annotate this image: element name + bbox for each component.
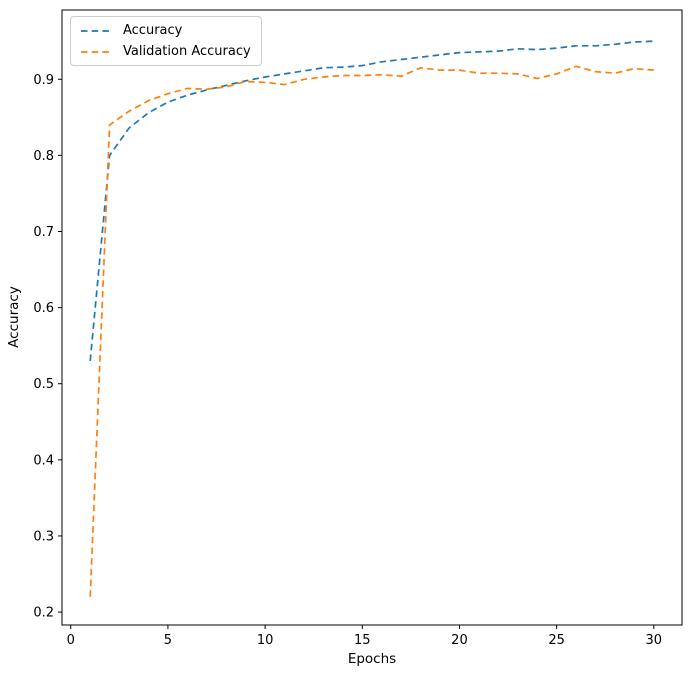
- x-tick-label: 15: [354, 633, 371, 648]
- legend-item-validation-accuracy: Validation Accuracy: [79, 42, 251, 61]
- y-tick-label: 0.5: [33, 377, 54, 392]
- x-tick-label: 10: [257, 633, 274, 648]
- accuracy-line: [89, 40, 654, 361]
- y-tick-label: 0.4: [33, 453, 54, 468]
- x-tick-label: 5: [164, 633, 172, 648]
- legend-item-accuracy: Accuracy: [79, 21, 251, 40]
- y-tick-label: 0.7: [33, 225, 54, 240]
- axes-frame: [61, 9, 683, 626]
- y-tick-label: 0.8: [33, 149, 54, 164]
- y-tick-label: 0.2: [33, 606, 54, 621]
- legend-label-validation-accuracy: Validation Accuracy: [123, 44, 251, 59]
- x-tick-label: 0: [67, 633, 75, 648]
- y-tick-label: 0.6: [33, 301, 54, 316]
- x-axis-label: Epochs: [348, 651, 396, 667]
- y-tick-label: 0.3: [33, 529, 54, 544]
- y-axis-label: Accuracy: [6, 286, 22, 348]
- validation-accuracy-line: [89, 65, 654, 597]
- y-tick-label: 0.9: [33, 73, 54, 88]
- legend-line-sample-accuracy: [81, 29, 113, 32]
- legend: Accuracy Validation Accuracy: [70, 16, 262, 66]
- x-tick-label: 25: [548, 633, 565, 648]
- x-tick-label: 30: [646, 633, 663, 648]
- legend-line-sample-validation-accuracy: [81, 50, 113, 53]
- x-tick-label: 20: [451, 633, 468, 648]
- legend-label-accuracy: Accuracy: [123, 23, 183, 38]
